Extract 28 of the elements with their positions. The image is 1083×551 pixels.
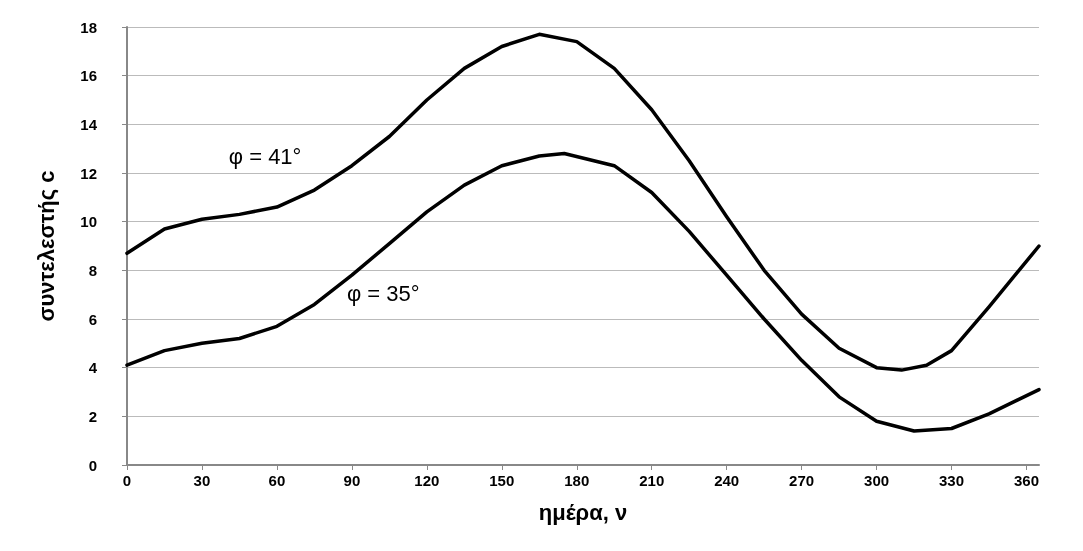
line-series [125, 32, 1041, 372]
y-tick-label: 14 [80, 115, 98, 133]
y-tick-label: 10 [80, 213, 97, 231]
x-tick-label: 270 [789, 472, 815, 489]
y-tick-label: 12 [80, 164, 97, 182]
y-axis-title: συντελεστής c [33, 170, 59, 322]
x-tick-label: 330 [939, 472, 965, 489]
series-label: φ = 35° [346, 280, 420, 306]
y-tick-label: 4 [88, 359, 98, 377]
y-tick-label: 2 [88, 407, 97, 425]
y-tick-label: 16 [80, 67, 97, 85]
series-label: φ = 41° [228, 143, 302, 169]
x-tick-label: 150 [489, 472, 515, 489]
y-tick-label: 8 [88, 261, 97, 279]
x-axis-title: ημέρα, ν [538, 499, 628, 525]
x-tick-label: 300 [864, 472, 890, 489]
x-tick-label: 360 [1013, 472, 1040, 489]
x-tick-label: 0 [122, 472, 132, 489]
x-tick-label: 60 [268, 472, 286, 489]
x-tick-label: 180 [564, 472, 590, 489]
x-tick-label: 120 [414, 472, 440, 489]
x-tick-label: 90 [343, 472, 361, 489]
y-tick-label: 6 [88, 310, 97, 328]
x-tick-label: 30 [193, 472, 211, 489]
x-tick-label: 240 [714, 472, 740, 489]
y-tick-label: 18 [80, 18, 97, 36]
x-tick-label: 210 [639, 472, 665, 489]
y-tick-label: 0 [88, 456, 97, 474]
